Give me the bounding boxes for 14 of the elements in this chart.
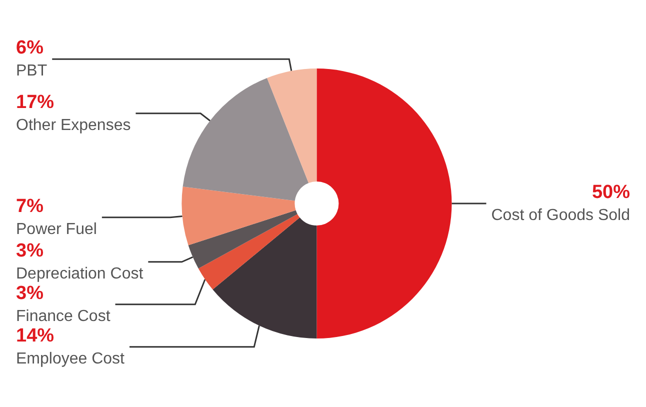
slice-label: Finance Cost bbox=[16, 308, 111, 325]
slice-label: Power Fuel bbox=[16, 220, 97, 238]
slice-label: Other Expenses bbox=[16, 116, 131, 134]
data-label: 50% bbox=[592, 182, 630, 203]
data-label: 17% bbox=[16, 92, 54, 113]
slice-label: Employee Cost bbox=[16, 350, 126, 368]
data-label: 3% bbox=[16, 240, 44, 262]
slice-label: Cost of Goods Sold bbox=[491, 207, 630, 224]
data-label: 14% bbox=[16, 325, 54, 346]
slice-label: PBT bbox=[16, 62, 48, 80]
data-label: 7% bbox=[16, 196, 44, 217]
data-label: 6% bbox=[16, 38, 44, 59]
slice-label: Depreciation Cost bbox=[16, 265, 144, 282]
data-label: 3% bbox=[16, 282, 44, 304]
